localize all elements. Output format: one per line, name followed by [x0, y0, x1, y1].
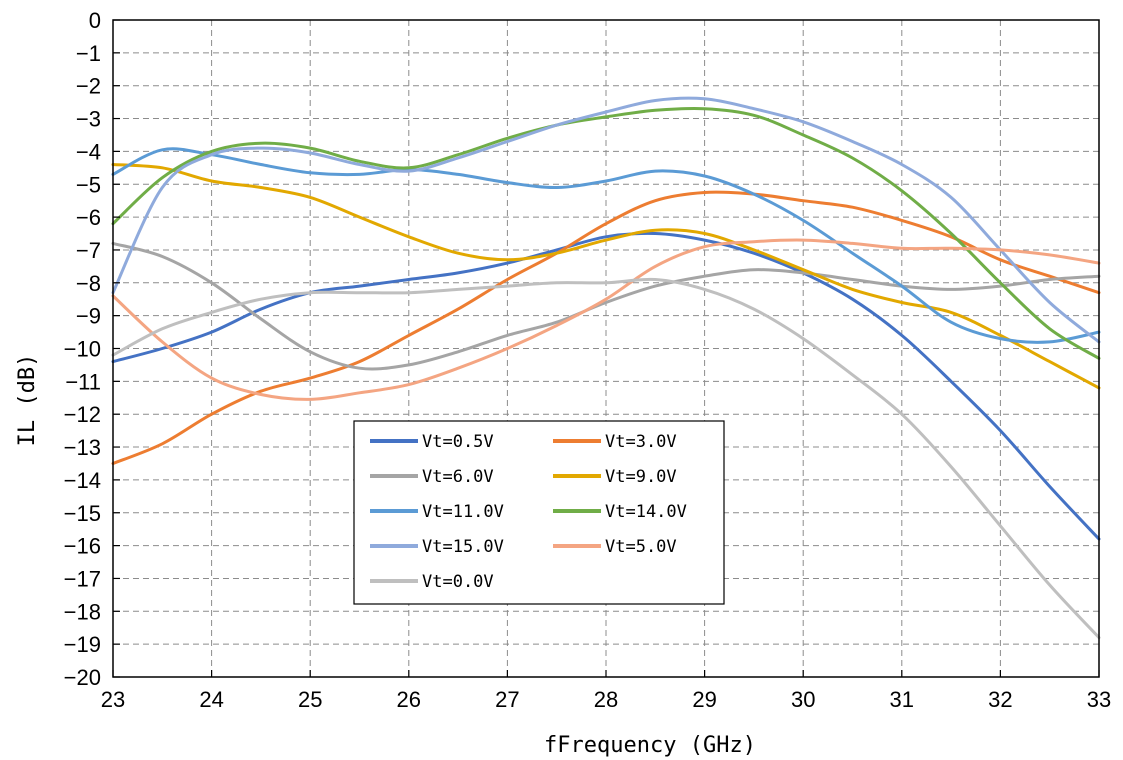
- series-line-vt-0-0v: [111, 277, 1101, 640]
- y-tick-label: −13: [64, 435, 101, 460]
- x-axis-title: fFrequency (GHz): [544, 733, 756, 758]
- y-tick-label: 0: [89, 8, 101, 33]
- y-tick-label: −8: [76, 271, 101, 296]
- x-tick-label: 31: [890, 687, 914, 712]
- x-tick-label: 28: [594, 687, 618, 712]
- y-tick-label: −1: [76, 41, 101, 66]
- x-tick-label: 33: [1087, 687, 1111, 712]
- series-line-vt-15-0v: [111, 96, 1101, 344]
- series-line-vt-11-0v: [111, 147, 1101, 344]
- y-tick-label: −9: [76, 304, 101, 329]
- y-axis-title: IL (dB): [15, 354, 40, 447]
- legend-label: Vt=9.0V: [605, 467, 677, 487]
- y-tick-label: −15: [64, 501, 101, 526]
- legend-label: Vt=11.0V: [422, 502, 504, 522]
- legend-label: Vt=6.0V: [422, 467, 494, 487]
- y-tick-label: −16: [64, 534, 101, 559]
- x-tick-label: 24: [199, 687, 223, 712]
- series-line-vt-5-0v: [111, 238, 1101, 401]
- series-line-vt-3-0v: [111, 190, 1101, 465]
- legend-label: Vt=0.5V: [422, 432, 494, 452]
- legend-label: Vt=15.0V: [422, 537, 504, 557]
- y-tick-label: −18: [64, 599, 101, 624]
- legend-label: Vt=14.0V: [605, 502, 687, 522]
- x-tick-label: 29: [692, 687, 716, 712]
- y-tick-label: −10: [64, 337, 101, 362]
- series-line-vt-9-0v: [111, 163, 1101, 390]
- y-tick-label: −12: [64, 402, 101, 427]
- legend-label: Vt=5.0V: [605, 537, 677, 557]
- y-tick-label: −3: [76, 107, 101, 132]
- legend-label: Vt=0.0V: [422, 572, 494, 592]
- y-tick-label: −4: [76, 139, 101, 164]
- series-lines: [111, 96, 1101, 640]
- y-tick-label: −6: [76, 205, 101, 230]
- x-tick-label: 25: [298, 687, 322, 712]
- x-tick-label: 27: [495, 687, 519, 712]
- x-tick-label: 26: [397, 687, 421, 712]
- x-tick-label: 32: [988, 687, 1012, 712]
- y-tick-label: −20: [64, 665, 101, 690]
- tick-marks: [112, 19, 1100, 678]
- y-tick-label: −19: [64, 632, 101, 657]
- x-tick-label: 23: [101, 687, 125, 712]
- y-tick-label: −17: [64, 566, 101, 591]
- y-tick-label: −7: [76, 238, 101, 263]
- y-tick-label: −14: [64, 468, 101, 493]
- y-tick-label: −2: [76, 74, 101, 99]
- legend: Vt=0.5V Vt=3.0V Vt=6.0V Vt=9.0V Vt=11.0V Vt=1…: [353, 420, 725, 605]
- y-tick-label: −11: [65, 369, 101, 394]
- series-line-vt-0-5v: [111, 231, 1101, 541]
- series-line-vt-6-0v: [111, 241, 1101, 371]
- series-line-vt-14-0v: [111, 106, 1101, 360]
- y-tick-label: −5: [76, 172, 101, 197]
- x-tick-labels: 23 24 25 26 27 28 29 30 31 32 33: [101, 687, 1111, 712]
- legend-label: Vt=3.0V: [605, 432, 677, 452]
- y-tick-labels: 0 −1 −2 −3 −4 −5 −6 −7 −8 −9 −10 −11 −12 −13 −14 −15 −16…: [64, 8, 101, 690]
- x-tick-label: 30: [791, 687, 815, 712]
